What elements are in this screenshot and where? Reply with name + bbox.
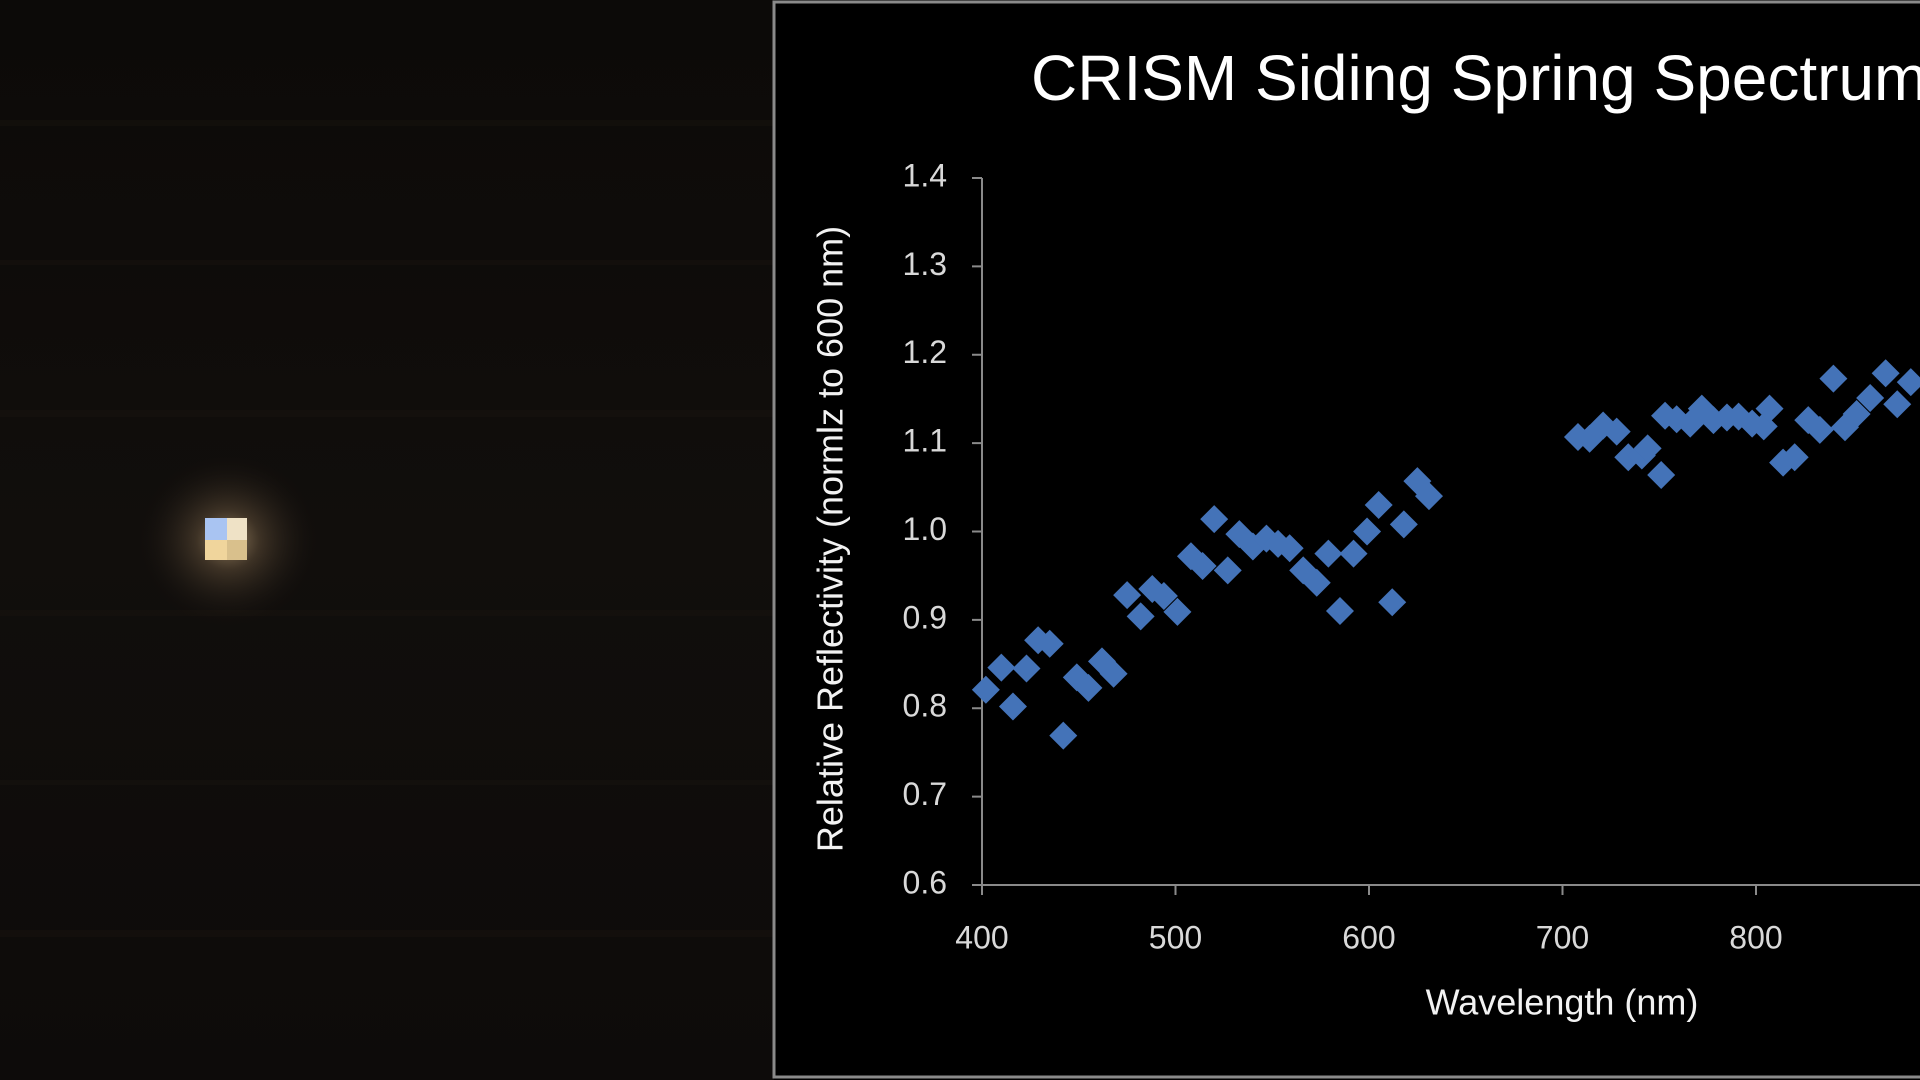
data-point xyxy=(1871,359,1900,388)
data-point xyxy=(1200,505,1229,534)
data-point xyxy=(1647,460,1676,489)
data-point xyxy=(1389,510,1418,539)
data-point xyxy=(1819,364,1848,393)
data-point xyxy=(971,675,1000,704)
data-point xyxy=(1325,597,1354,626)
data-point xyxy=(1842,399,1871,428)
data-point xyxy=(1074,673,1103,702)
x-axis-label: Wavelength (nm) xyxy=(1426,982,1699,1023)
data-point xyxy=(1126,602,1155,631)
y-tick-label: 1.0 xyxy=(903,511,947,547)
data-point xyxy=(1856,384,1885,413)
data-point xyxy=(1012,654,1041,683)
data-point xyxy=(1805,415,1834,444)
data-point xyxy=(1035,629,1064,658)
data-point xyxy=(1602,417,1631,446)
x-tick-label: 700 xyxy=(1536,919,1589,955)
y-tick-label: 1.1 xyxy=(903,423,947,459)
data-point xyxy=(1049,721,1078,750)
x-tick-label: 400 xyxy=(955,919,1008,955)
y-tick-label: 1.4 xyxy=(903,157,947,193)
data-point xyxy=(1883,390,1912,419)
data-point xyxy=(1314,539,1343,568)
y-tick-label: 0.9 xyxy=(903,599,947,635)
x-tick-label: 600 xyxy=(1342,919,1395,955)
chart-title: CRISM Siding Spring Spectrum xyxy=(1031,42,1920,114)
y-tick-label: 0.7 xyxy=(903,776,947,812)
data-point xyxy=(1414,482,1443,511)
data-point xyxy=(1113,581,1142,610)
data-point xyxy=(1213,556,1242,585)
data-point xyxy=(1163,597,1192,626)
y-axis-label: Relative Reflectivity (normlz to 600 nm) xyxy=(810,226,851,852)
data-point xyxy=(1364,490,1393,519)
y-tick-label: 0.8 xyxy=(903,688,947,724)
x-tick-label: 500 xyxy=(1149,919,1202,955)
data-point xyxy=(1780,443,1809,472)
y-tick-label: 1.2 xyxy=(903,334,947,370)
data-point xyxy=(1099,659,1128,688)
data-point xyxy=(1378,588,1407,617)
data-point xyxy=(1149,582,1178,611)
data-point xyxy=(998,692,1027,721)
data-point xyxy=(1353,517,1382,546)
y-tick-label: 0.6 xyxy=(903,864,947,900)
data-point xyxy=(1302,568,1331,597)
data-point xyxy=(1188,551,1217,580)
data-point xyxy=(1339,539,1368,568)
data-point xyxy=(1633,434,1662,463)
y-tick-label: 1.3 xyxy=(903,246,947,282)
x-tick-label: 800 xyxy=(1729,919,1782,955)
data-point xyxy=(987,653,1016,682)
chart-panel: CRISM Siding Spring Spectrum Wavelength … xyxy=(772,0,1920,1079)
data-point xyxy=(1755,394,1784,423)
comet-photo xyxy=(0,0,774,1080)
data-point xyxy=(1275,534,1304,563)
data-point xyxy=(1896,368,1920,397)
